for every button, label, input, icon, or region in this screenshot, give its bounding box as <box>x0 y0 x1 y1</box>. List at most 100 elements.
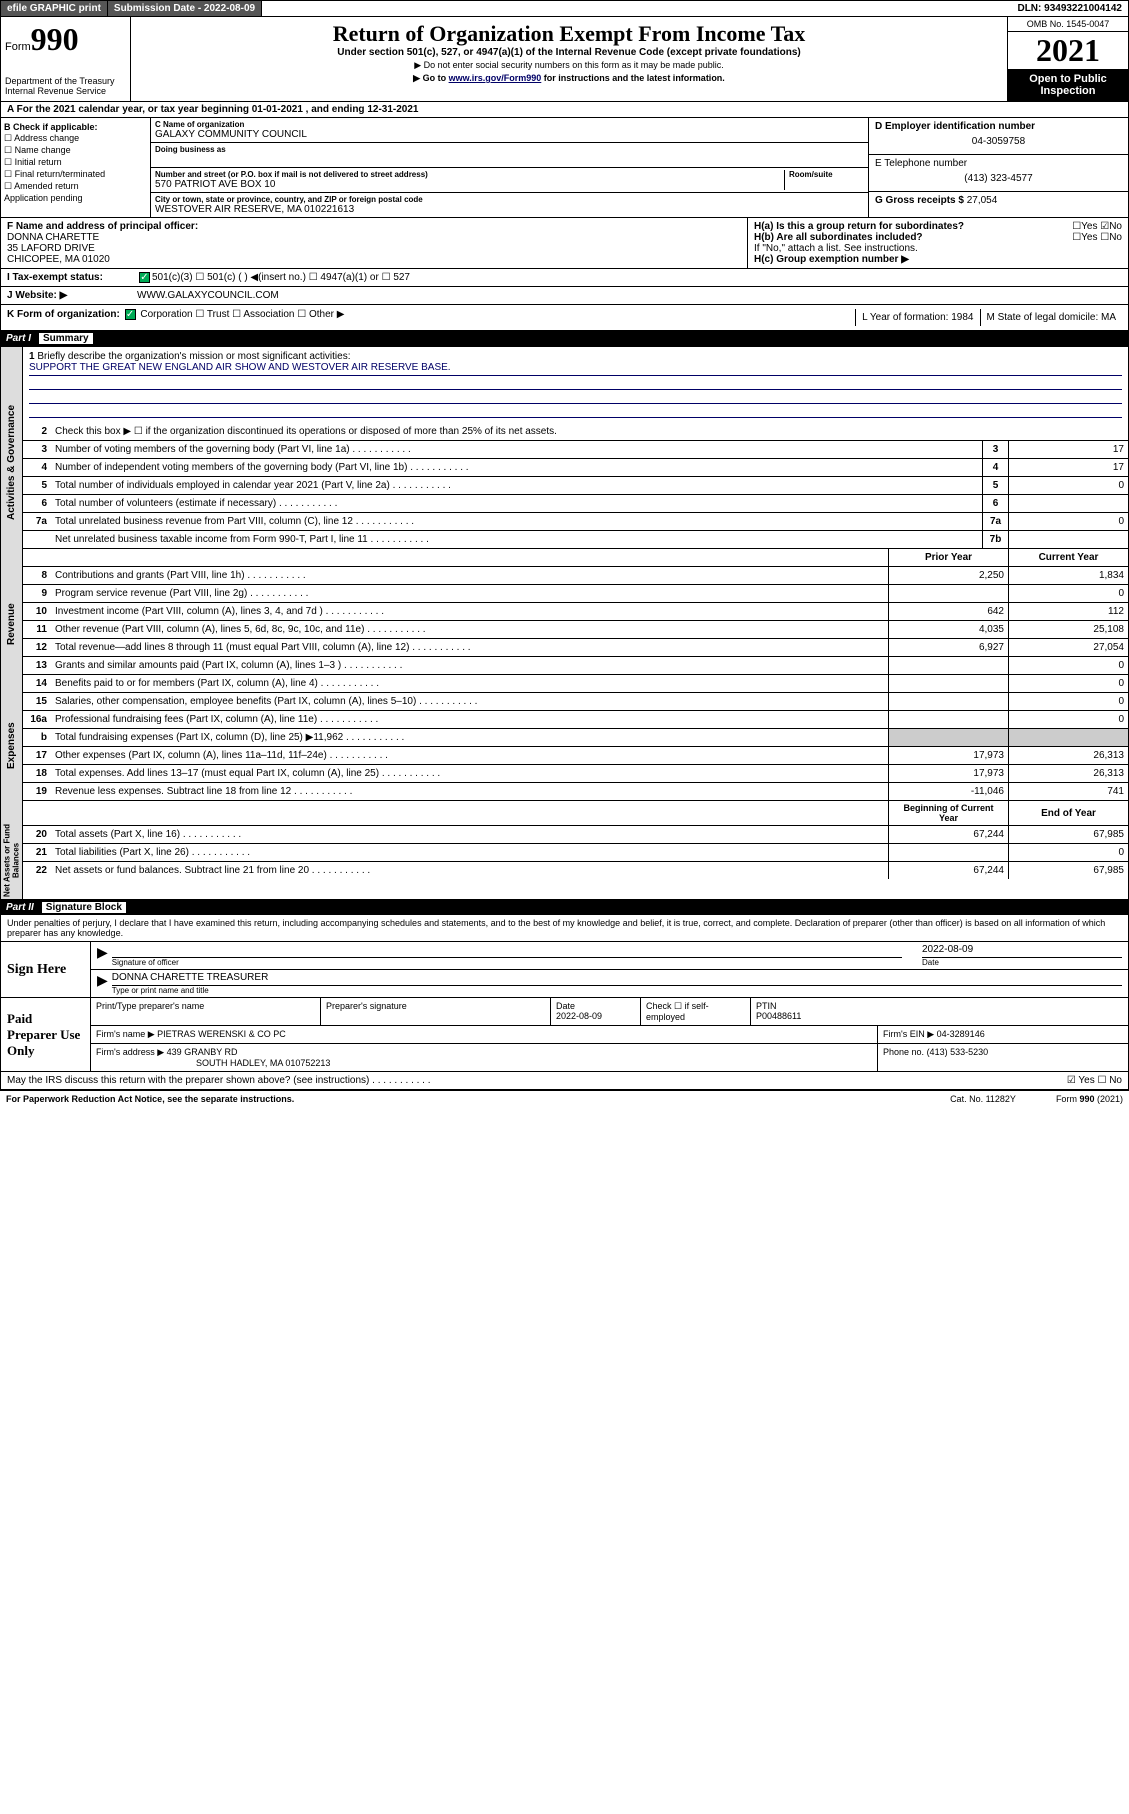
box-c: C Name of organizationGALAXY COMMUNITY C… <box>151 118 868 217</box>
firm-addr2: SOUTH HADLEY, MA 010752213 <box>196 1058 330 1068</box>
prep-sig-lbl: Preparer's signature <box>321 998 551 1025</box>
firm-name-lbl: Firm's name ▶ <box>96 1029 155 1039</box>
part1-title: Summary <box>39 333 93 344</box>
chk-pending[interactable]: Application pending <box>4 193 147 203</box>
irs-link[interactable]: www.irs.gov/Form990 <box>449 73 542 83</box>
mission-text: SUPPORT THE GREAT NEW ENGLAND AIR SHOW A… <box>29 362 1122 376</box>
check-self[interactable]: Check ☐ if self-employed <box>641 998 751 1025</box>
year-formation: L Year of formation: 1984 <box>855 309 979 326</box>
discuss-answer[interactable]: ☑ Yes ☐ No <box>1067 1075 1122 1086</box>
line-17: 17Other expenses (Part IX, column (A), l… <box>23 746 1128 764</box>
footer-form: Form 990 (2021) <box>1056 1094 1123 1104</box>
ptin-lbl: PTIN <box>756 1001 777 1011</box>
line-11: 11Other revenue (Part VIII, column (A), … <box>23 620 1128 638</box>
line-5: 5Total number of individuals employed in… <box>23 476 1128 494</box>
vtab-netassets: Net Assets or Fund Balances <box>1 821 23 899</box>
open-public: Open to Public Inspection <box>1008 69 1128 101</box>
efile-btn[interactable]: efile GRAPHIC print <box>1 1 108 16</box>
line-15: 15Salaries, other compensation, employee… <box>23 692 1128 710</box>
discuss-question: May the IRS discuss this return with the… <box>7 1075 1067 1086</box>
firm-addr-lbl: Firm's address ▶ <box>96 1047 164 1057</box>
row-j-website: J Website: ▶ WWW.GALAXYCOUNCIL.COM <box>0 287 1129 305</box>
gross-label: G Gross receipts $ <box>875 195 964 206</box>
paid-preparer-label: Paid Preparer Use Only <box>1 998 91 1071</box>
sig-intro: Under penalties of perjury, I declare th… <box>1 915 1128 941</box>
officer-addr1: 35 LAFORD DRIVE <box>7 243 741 254</box>
line-20: 20Total assets (Part X, line 16)67,24467… <box>23 825 1128 843</box>
addr-label: Number and street (or P.O. box if mail i… <box>155 170 784 179</box>
line-7b: Net unrelated business taxable income fr… <box>23 530 1128 548</box>
line-3: 3Number of voting members of the governi… <box>23 440 1128 458</box>
row-k-form-org: K Form of organization: ✓ Corporation ☐ … <box>0 305 1129 331</box>
line-12: 12Total revenue—add lines 8 through 11 (… <box>23 638 1128 656</box>
ein: 04-3059758 <box>875 132 1122 151</box>
line-22: 22Net assets or fund balances. Subtract … <box>23 861 1128 879</box>
line-10: 10Investment income (Part VIII, column (… <box>23 602 1128 620</box>
line-8: 8Contributions and grants (Part VIII, li… <box>23 566 1128 584</box>
room-label: Room/suite <box>789 170 864 179</box>
chk-amended[interactable]: ☐ Amended return <box>4 181 147 192</box>
box-b-checks: B Check if applicable: ☐ Address change … <box>1 118 151 217</box>
hb-answer[interactable]: ☐Yes ☐No <box>1072 232 1122 243</box>
date-label: Date <box>922 958 1122 967</box>
org-name: GALAXY COMMUNITY COUNCIL <box>155 129 864 140</box>
part2-label: Part II <box>6 902 34 913</box>
street-addr: 570 PATRIOT AVE BOX 10 <box>155 179 784 190</box>
prep-date-lbl: Date <box>556 1001 575 1011</box>
dln: DLN: 93493221004142 <box>1011 1 1128 16</box>
chk-address[interactable]: ☐ Address change <box>4 133 147 144</box>
line-14: 14Benefits paid to or for members (Part … <box>23 674 1128 692</box>
line-13: 13Grants and similar amounts paid (Part … <box>23 656 1128 674</box>
city-label: City or town, state or province, country… <box>155 195 864 204</box>
form-subtitle: Under section 501(c), 527, or 4947(a)(1)… <box>139 47 999 58</box>
chk-corp[interactable]: ✓ <box>125 309 136 320</box>
row-a-period: A For the 2021 calendar year, or tax yea… <box>0 102 1129 118</box>
note-link: ▶ Go to www.irs.gov/Form990 for instruct… <box>139 73 999 84</box>
officer-label: F Name and address of principal officer: <box>7 221 741 232</box>
chk-final[interactable]: ☐ Final return/terminated <box>4 169 147 180</box>
submission-date: Submission Date - 2022-08-09 <box>108 1 262 16</box>
row-i-tax-status: I Tax-exempt status: ✓ 501(c)(3) ☐ 501(c… <box>0 269 1129 287</box>
tax-status-opts: 501(c)(3) ☐ 501(c) ( ) ◀(insert no.) ☐ 4… <box>152 272 410 283</box>
part2-header: Part II Signature Block <box>0 900 1129 915</box>
note-ssn: ▶ Do not enter social security numbers o… <box>139 60 999 71</box>
vtab-expenses: Expenses <box>1 671 23 821</box>
line-18: 18Total expenses. Add lines 13–17 (must … <box>23 764 1128 782</box>
chk-name[interactable]: ☐ Name change <box>4 145 147 156</box>
col-curr: Current Year <box>1008 549 1128 566</box>
form-prefix: Form <box>5 41 31 53</box>
firm-addr1: 439 GRANBY RD <box>167 1047 238 1057</box>
chk-initial[interactable]: ☐ Initial return <box>4 157 147 168</box>
box-d-e-g: D Employer identification number04-30597… <box>868 118 1128 217</box>
line-16a: 16aProfessional fundraising fees (Part I… <box>23 710 1128 728</box>
tax-year: 2021 <box>1008 32 1128 69</box>
website-label: J Website: ▶ <box>7 290 137 301</box>
city: WESTOVER AIR RESERVE, MA 010221613 <box>155 204 864 215</box>
hb-note: If "No," attach a list. See instructions… <box>754 243 1122 254</box>
form-org-opts: Corporation ☐ Trust ☐ Association ☐ Othe… <box>140 309 344 320</box>
note2-pre: ▶ Go to <box>413 73 448 83</box>
chk-501c3[interactable]: ✓ <box>139 272 150 283</box>
website-url[interactable]: WWW.GALAXYCOUNCIL.COM <box>137 290 279 301</box>
part1-label: Part I <box>6 333 31 344</box>
col-beg: Beginning of Current Year <box>888 801 1008 825</box>
gross-receipts: 27,054 <box>967 195 998 206</box>
q1-text: Briefly describe the organization's miss… <box>37 351 350 362</box>
officer-name: DONNA CHARETTE <box>7 232 741 243</box>
box-b-label: B Check if applicable: <box>4 122 147 132</box>
form-title: Return of Organization Exempt From Incom… <box>139 21 999 47</box>
topbar: efile GRAPHIC print Submission Date - 20… <box>0 0 1129 17</box>
sig-date: 2022-08-09 <box>922 944 1122 958</box>
line-9: 9Program service revenue (Part VIII, lin… <box>23 584 1128 602</box>
tax-status-label: I Tax-exempt status: <box>7 272 137 283</box>
phone: (413) 323-4577 <box>875 169 1122 188</box>
form-org-label: K Form of organization: <box>7 309 120 320</box>
firm-ein: 04-3289146 <box>937 1029 985 1039</box>
part1-header: Part I Summary <box>0 331 1129 346</box>
line-21: 21Total liabilities (Part X, line 26)0 <box>23 843 1128 861</box>
line-19: 19Revenue less expenses. Subtract line 1… <box>23 782 1128 800</box>
ha-answer[interactable]: ☐Yes ☑No <box>1072 221 1122 232</box>
name-label: Type or print name and title <box>112 986 1122 995</box>
dept-label: Department of the Treasury Internal Reve… <box>5 76 126 96</box>
footer-left: For Paperwork Reduction Act Notice, see … <box>6 1094 294 1104</box>
